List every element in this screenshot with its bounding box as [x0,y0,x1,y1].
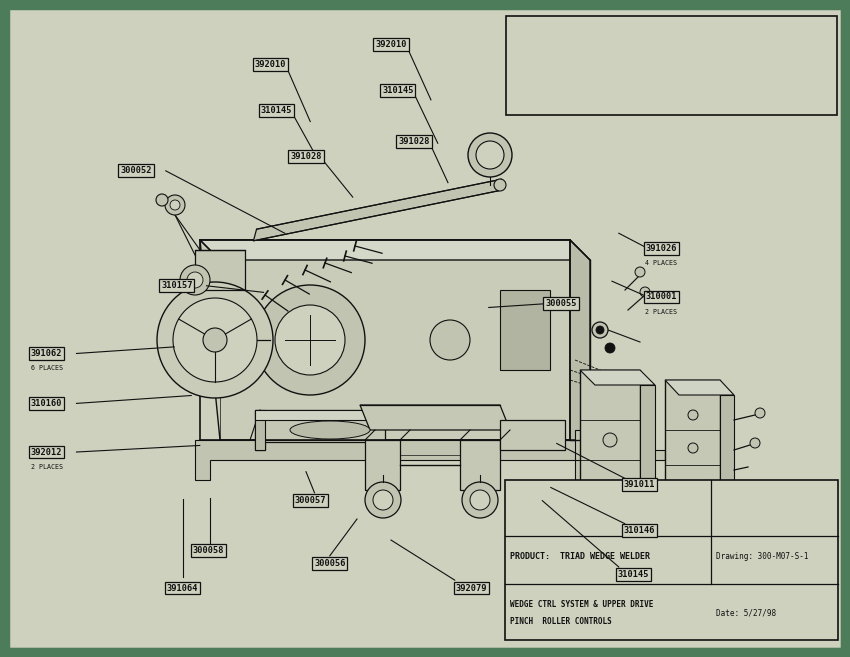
Circle shape [688,443,698,453]
Text: Drawing: 300-M07-S-1: Drawing: 300-M07-S-1 [717,553,809,561]
Polygon shape [500,290,550,370]
Bar [505,480,838,640]
Circle shape [688,410,698,420]
Polygon shape [720,395,734,510]
Text: PRODUCT:  TRIAD WEDGE WELDER: PRODUCT: TRIAD WEDGE WELDER [510,553,650,561]
Circle shape [255,285,365,395]
Circle shape [365,482,401,518]
Text: 392010: 392010 [254,60,286,69]
Text: 391028: 391028 [290,152,322,161]
Text: 392079: 392079 [456,583,488,593]
Polygon shape [500,420,565,450]
Text: 310145: 310145 [617,570,649,579]
Polygon shape [255,410,385,450]
Text: 392010: 392010 [375,40,407,49]
Circle shape [596,326,604,334]
Polygon shape [570,240,590,440]
Circle shape [180,265,210,295]
Circle shape [462,482,498,518]
Circle shape [603,433,617,447]
Polygon shape [255,410,385,420]
Text: 2 PLACES: 2 PLACES [645,309,677,315]
Polygon shape [253,179,502,241]
Circle shape [476,141,504,169]
Circle shape [156,194,168,206]
Text: Date: 5/27/98: Date: 5/27/98 [717,608,777,618]
Circle shape [157,282,273,398]
Circle shape [187,272,203,288]
Text: 6 PLACES: 6 PLACES [31,365,63,371]
Text: 391028: 391028 [398,137,430,146]
Text: 300052: 300052 [120,166,152,175]
Circle shape [165,195,185,215]
Circle shape [173,298,257,382]
Circle shape [470,490,490,510]
Text: 310146: 310146 [623,526,655,535]
Polygon shape [640,385,655,510]
Circle shape [170,200,180,210]
Polygon shape [195,440,590,480]
Circle shape [605,343,615,353]
Circle shape [275,305,345,375]
Polygon shape [255,410,265,450]
Text: 310001: 310001 [645,292,677,302]
Text: 300056: 300056 [314,559,346,568]
Polygon shape [580,370,640,510]
Text: 310157: 310157 [161,281,193,290]
Polygon shape [365,440,400,490]
Polygon shape [665,380,734,395]
Text: 300057: 300057 [294,496,326,505]
Circle shape [640,287,650,297]
Text: 310145: 310145 [382,86,414,95]
Text: 300055: 300055 [545,299,577,308]
Polygon shape [200,240,590,440]
Polygon shape [580,370,655,385]
Text: 300058: 300058 [192,546,224,555]
Bar [506,16,837,115]
Text: 310160: 310160 [31,399,63,408]
Text: 391026: 391026 [645,244,677,253]
Circle shape [750,438,760,448]
Ellipse shape [290,421,370,439]
Circle shape [373,490,393,510]
Circle shape [203,328,227,352]
Text: 4 PLACES: 4 PLACES [645,260,677,266]
Circle shape [468,133,512,177]
Circle shape [592,322,608,338]
Text: 2 PLACES: 2 PLACES [31,464,63,470]
Polygon shape [195,250,245,290]
Polygon shape [665,380,720,510]
Text: 391011: 391011 [623,480,655,489]
Circle shape [635,267,645,277]
Polygon shape [360,405,510,430]
Text: 391062: 391062 [31,349,63,358]
Polygon shape [200,240,590,260]
Text: WEDGE CTRL SYSTEM & UPPER DRIVE: WEDGE CTRL SYSTEM & UPPER DRIVE [510,600,654,609]
Text: 310145: 310145 [260,106,292,115]
Text: 392012: 392012 [31,447,63,457]
Polygon shape [575,430,665,460]
Text: PINCH  ROLLER CONTROLS: PINCH ROLLER CONTROLS [510,618,612,626]
Polygon shape [460,440,500,490]
Circle shape [755,408,765,418]
Circle shape [430,320,470,360]
Circle shape [494,179,506,191]
Text: 391064: 391064 [167,583,199,593]
